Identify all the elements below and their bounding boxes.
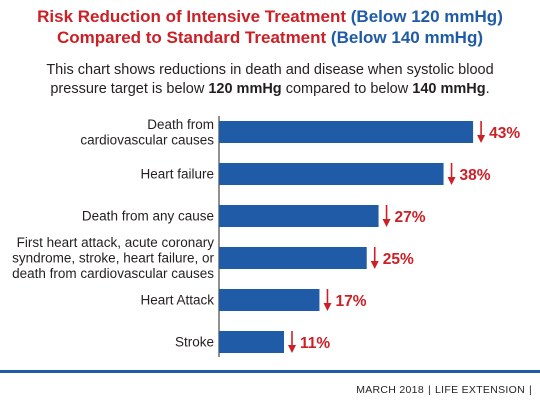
bar — [219, 331, 284, 353]
down-arrow-icon — [370, 247, 379, 269]
bar — [219, 205, 379, 227]
title-line-1-red: Risk Reduction of Intensive Treatment — [37, 7, 347, 26]
subtitle-bold-a: 120 mmHg — [208, 81, 282, 97]
value-label: 38% — [460, 167, 491, 184]
footer-separator-1: | — [427, 384, 431, 396]
down-arrow-icon — [323, 289, 332, 311]
down-arrow-icon — [447, 163, 456, 185]
footer-publication: LIFE EXTENSION — [435, 384, 525, 396]
footer: MARCH 2018 | LIFE EXTENSION | — [356, 384, 536, 396]
chart-title: Risk Reduction of Intensive Treatment (B… — [0, 6, 540, 48]
title-line-2-blue: (Below 140 mmHg) — [330, 28, 484, 47]
footer-rule — [0, 370, 540, 373]
bar — [219, 289, 320, 311]
subtitle-text-b: compared to below — [285, 81, 409, 97]
value-label: 43% — [489, 125, 520, 142]
subtitle-line-2: pressure target is below 120 mmHg compar… — [0, 80, 540, 99]
category-label: First heart attack, acute coronary syndro… — [12, 235, 214, 281]
down-arrow-icon — [477, 121, 486, 143]
bar-chart: Death from cardiovascular causes 43% Heart … — [12, 116, 520, 357]
chart-subtitle: This chart shows reductions in death and… — [0, 61, 540, 99]
bar — [219, 163, 444, 185]
category-label: Heart Attack — [140, 293, 214, 308]
subtitle-period: . — [485, 81, 490, 97]
value-label: 25% — [383, 251, 414, 268]
bar — [219, 121, 474, 143]
bar — [219, 247, 367, 269]
title-line-2-red: Compared to Standard Treatment — [56, 28, 327, 47]
title-line-2: Compared to Standard Treatment (Below 14… — [0, 27, 540, 48]
category-label: Heart failure — [140, 167, 214, 182]
value-label: 11% — [300, 335, 330, 352]
subtitle-text-a: pressure target is below — [50, 81, 205, 97]
subtitle-bold-b: 140 mmHg — [412, 81, 486, 97]
value-label: 17% — [335, 293, 366, 310]
category-label: Death from cardiovascular causes — [80, 117, 214, 148]
category-label: Stroke — [175, 335, 214, 350]
down-arrow-icon — [288, 331, 296, 353]
subtitle-line-1: This chart shows reductions in death and… — [46, 62, 494, 78]
title-line-1: Risk Reduction of Intensive Treatment (B… — [0, 6, 540, 27]
title-line-1-blue: (Below 120 mmHg) — [350, 7, 503, 26]
footer-separator-2: | — [528, 384, 532, 396]
footer-date: MARCH 2018 — [356, 384, 424, 396]
category-label: Death from any cause — [82, 209, 214, 224]
down-arrow-icon — [382, 205, 391, 227]
value-label: 27% — [395, 209, 426, 226]
